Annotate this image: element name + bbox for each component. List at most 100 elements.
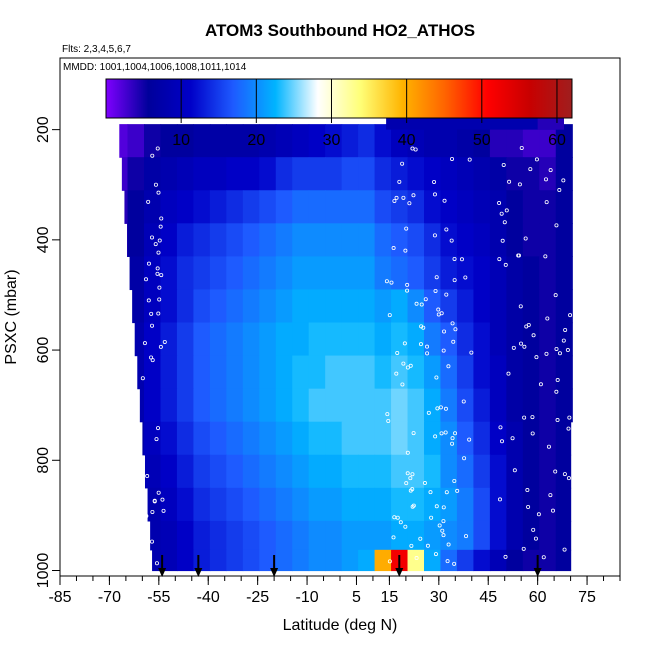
heatmap-cell: [440, 487, 458, 522]
sample-point: [443, 406, 448, 411]
heatmap-cell: [391, 454, 409, 489]
sample-point: [394, 371, 399, 376]
sample-point: [499, 211, 504, 216]
heatmap-cell: [407, 388, 425, 423]
heatmap-cell: [440, 256, 458, 291]
heatmap-cell: [193, 520, 211, 551]
sample-point: [422, 481, 427, 486]
heatmap-cell: [242, 520, 260, 551]
x-tick-label: 5: [352, 589, 361, 606]
heatmap-cell: [193, 223, 211, 257]
heatmap-cell: [407, 520, 425, 551]
heatmap-cell: [391, 256, 409, 291]
heatmap-cell: [489, 421, 507, 456]
sample-point: [405, 365, 410, 370]
heatmap-cell: [539, 355, 557, 390]
heatmap-cell: [489, 520, 507, 551]
heatmap-cell: [440, 322, 458, 357]
heatmap-cell: [209, 322, 227, 357]
sample-point: [434, 504, 439, 509]
colorbar-tick-label: 60: [548, 132, 566, 149]
heatmap-cell: [176, 124, 195, 158]
sample-point: [156, 190, 161, 195]
sample-point: [150, 509, 155, 514]
sample-point: [449, 238, 454, 243]
heatmap-cell: [259, 157, 277, 191]
heatmap-cell: [121, 157, 129, 191]
heatmap-cell: [489, 454, 507, 489]
heatmap-cell: [308, 520, 326, 551]
heatmap-cell: [374, 487, 392, 522]
heatmap-cell: [176, 322, 195, 357]
heatmap-cell: [242, 256, 260, 291]
heatmap-cell: [176, 223, 195, 257]
heatmap-cell: [242, 157, 260, 191]
sample-point: [433, 288, 438, 293]
sample-point: [443, 430, 448, 435]
sample-point: [512, 468, 517, 473]
heatmap-cell: [506, 520, 524, 551]
sample-point: [434, 275, 439, 280]
heatmap-cell: [176, 190, 195, 224]
heatmap-cell: [522, 454, 540, 489]
heatmap-cell: [374, 421, 392, 456]
heatmap-cell: [407, 124, 425, 158]
colorbar-gradient: [105, 78, 573, 119]
heatmap-cell: [242, 322, 260, 357]
heatmap-cell: [424, 355, 442, 390]
heatmap-cell: [374, 322, 392, 357]
heatmap-cell: [259, 487, 277, 522]
sample-point: [155, 271, 160, 276]
x-tick-label: 30: [430, 589, 448, 606]
colorbar-tick-label: 10: [172, 132, 190, 149]
heatmap-cell: [160, 454, 178, 489]
heatmap-cell: [341, 355, 359, 390]
sample-point: [543, 254, 548, 259]
heatmap-cell: [555, 355, 573, 390]
heatmap-cell: [226, 256, 244, 291]
sample-point: [145, 474, 150, 479]
heatmap-cell: [176, 454, 195, 489]
sample-point: [455, 488, 460, 493]
heatmap-cell: [124, 190, 129, 224]
heatmap-cell: [456, 520, 475, 551]
heatmap-cell: [456, 454, 475, 489]
sample-point: [436, 312, 441, 317]
sample-point: [545, 316, 550, 321]
sample-point: [441, 348, 446, 353]
heatmap-cell: [473, 355, 491, 390]
heatmap-cell: [341, 190, 359, 224]
sample-point: [441, 519, 446, 524]
heatmap-cell: [209, 223, 227, 257]
sample-point: [534, 355, 539, 360]
sample-point: [156, 426, 161, 431]
heatmap-cell: [374, 289, 392, 324]
sample-point: [500, 439, 505, 444]
heatmap-cell: [506, 190, 524, 224]
heatmap-cell: [209, 520, 227, 551]
heatmap-cell: [119, 124, 129, 158]
sample-point: [144, 277, 149, 282]
colorbar: 10 20 30 40 50 60: [105, 78, 573, 149]
heatmap-cell: [144, 223, 162, 257]
heatmap-cell: [407, 487, 425, 522]
heatmap-cell: [473, 157, 491, 191]
sample-point: [523, 236, 528, 241]
sample-point: [530, 415, 535, 420]
heatmap-cell: [440, 520, 458, 551]
heatmap-cell: [407, 223, 425, 257]
heatmap-cell: [275, 256, 293, 291]
heatmap-cell: [193, 487, 211, 522]
heatmap-cell: [341, 157, 359, 191]
heatmap-cell: [456, 190, 475, 224]
heatmap-cell: [160, 190, 178, 224]
heatmap-cell: [522, 421, 540, 456]
sample-point: [530, 431, 535, 436]
sample-point: [426, 410, 431, 415]
sample-point: [392, 515, 397, 520]
sample-point: [158, 224, 163, 229]
heatmap-cell: [473, 520, 491, 551]
sample-point: [159, 216, 164, 221]
heatmap-cell: [325, 124, 343, 158]
